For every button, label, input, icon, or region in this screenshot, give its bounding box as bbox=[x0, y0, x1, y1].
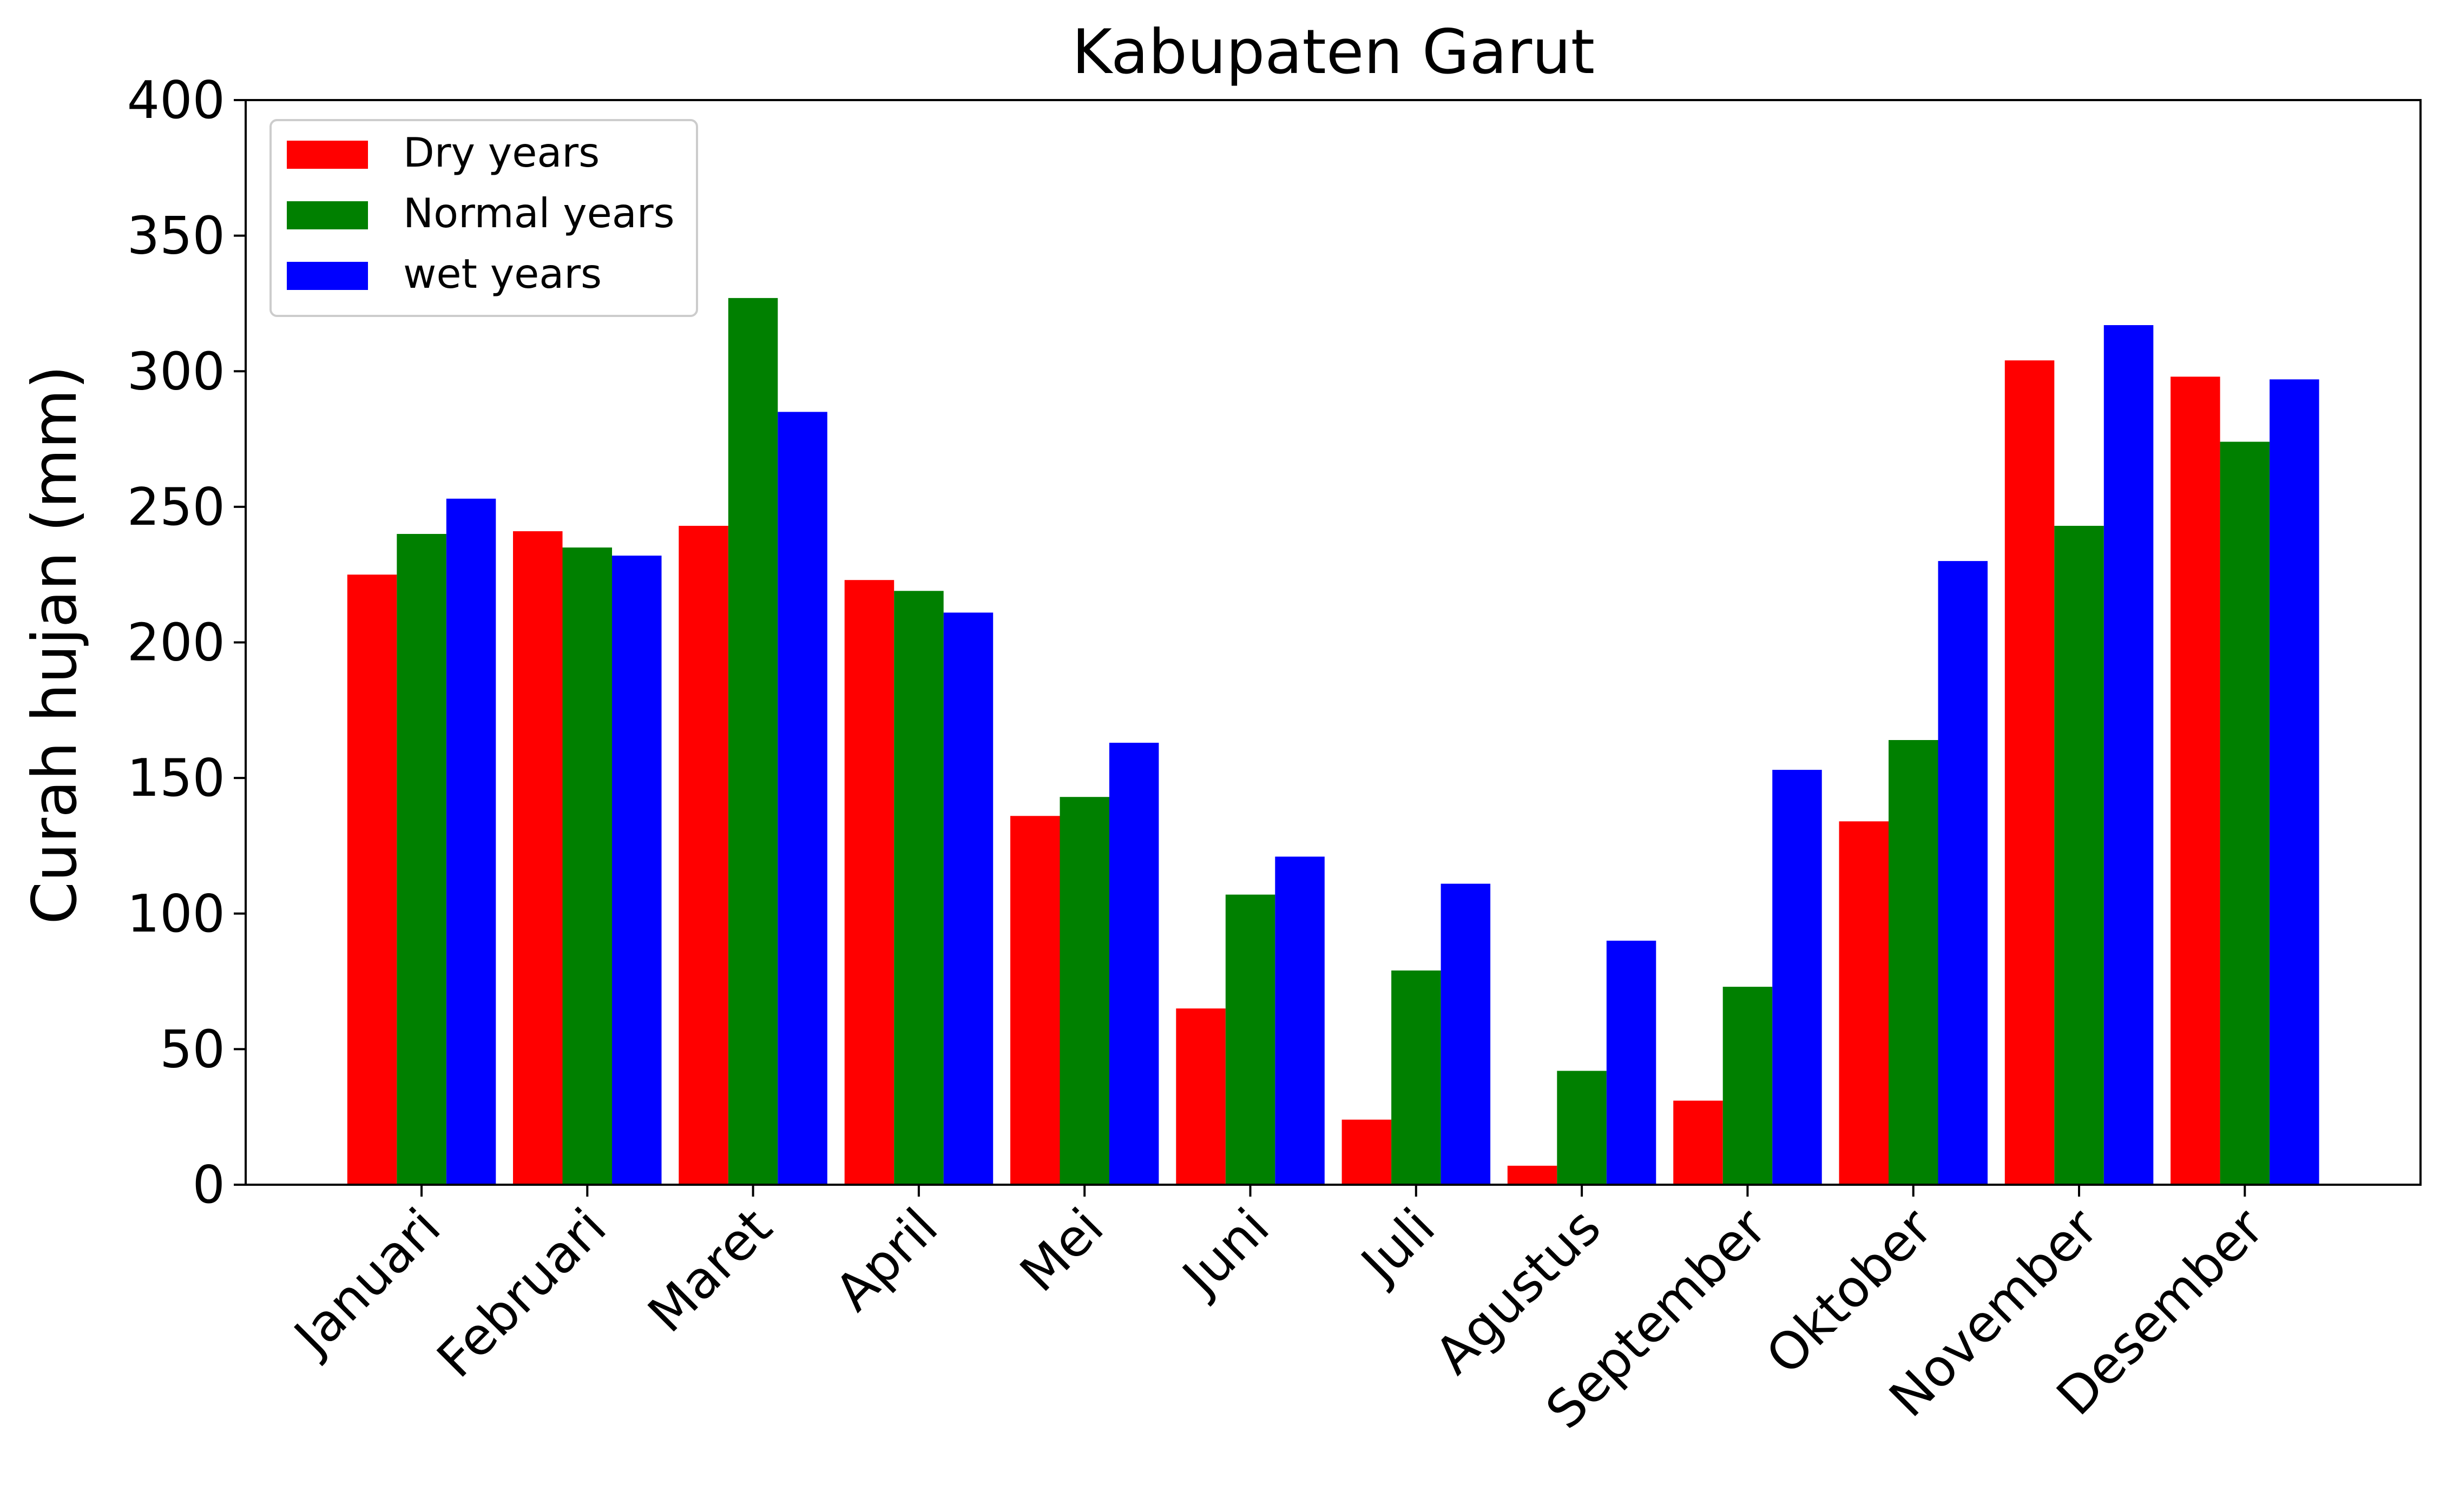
bar bbox=[1839, 821, 1889, 1185]
bar bbox=[1275, 856, 1325, 1185]
legend-label: Normal years bbox=[403, 189, 675, 237]
bar bbox=[2220, 441, 2270, 1185]
bar bbox=[2270, 379, 2319, 1185]
bar bbox=[612, 556, 662, 1185]
bar bbox=[728, 298, 778, 1185]
bar bbox=[1507, 1165, 1557, 1185]
bar bbox=[2054, 526, 2104, 1185]
y-tick-label: 300 bbox=[127, 342, 225, 401]
legend-swatch bbox=[287, 201, 368, 229]
y-axis-label: Curah hujan (mm) bbox=[19, 365, 90, 925]
bar bbox=[1938, 561, 1988, 1185]
bar bbox=[1557, 1071, 1607, 1185]
bar bbox=[1060, 797, 1109, 1185]
bar bbox=[1176, 1008, 1226, 1185]
legend-label: Dry years bbox=[403, 129, 600, 176]
bar bbox=[1441, 883, 1491, 1185]
plot-frame bbox=[245, 99, 2422, 1186]
bar bbox=[2103, 325, 2154, 1185]
bar bbox=[778, 412, 827, 1185]
bar bbox=[2171, 377, 2220, 1185]
bar bbox=[1673, 1100, 1723, 1185]
y-tick-label: 200 bbox=[127, 613, 225, 673]
bar bbox=[1606, 940, 1656, 1185]
y-tick-label: 350 bbox=[127, 207, 225, 266]
y-tick-label: 150 bbox=[127, 749, 225, 808]
y-tick-label: 50 bbox=[160, 1020, 225, 1079]
chart-title: Kabupaten Garut bbox=[1072, 16, 1595, 88]
bar bbox=[513, 531, 563, 1185]
legend-box bbox=[269, 119, 698, 317]
legend-swatch bbox=[287, 262, 368, 290]
bar bbox=[679, 526, 728, 1185]
y-tick-label: 0 bbox=[193, 1156, 225, 1215]
bar bbox=[844, 580, 895, 1185]
y-tick-label: 100 bbox=[127, 884, 225, 944]
bar bbox=[1010, 816, 1060, 1185]
bar bbox=[943, 612, 994, 1185]
bar bbox=[1225, 894, 1275, 1185]
bar bbox=[397, 534, 446, 1185]
bar bbox=[2004, 360, 2055, 1185]
bar bbox=[894, 591, 944, 1185]
bar bbox=[347, 575, 397, 1185]
bar bbox=[1391, 970, 1441, 1185]
y-tick-label: 250 bbox=[127, 478, 225, 537]
bar bbox=[1772, 770, 1822, 1185]
legend: Dry years Normal years wet years bbox=[269, 119, 698, 317]
legend-swatch bbox=[287, 141, 368, 169]
y-tick-label: 400 bbox=[127, 71, 225, 130]
bar bbox=[1889, 740, 1938, 1185]
bar bbox=[562, 547, 612, 1185]
bar bbox=[1341, 1119, 1392, 1185]
legend-label: wet years bbox=[403, 250, 602, 298]
bar bbox=[446, 498, 496, 1185]
bar bbox=[1722, 987, 1773, 1185]
bar bbox=[1109, 743, 1159, 1185]
